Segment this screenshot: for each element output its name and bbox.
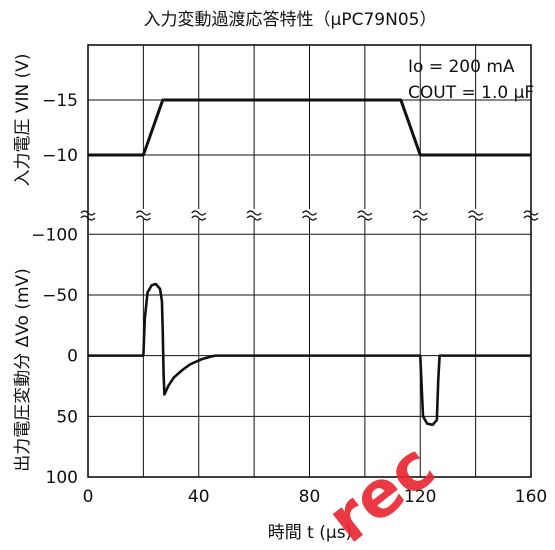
output-voltage-axis-label: 出力電圧変動分 ΔVo (mV) bbox=[13, 268, 33, 472]
output-y-tick-label: 0 bbox=[67, 347, 78, 367]
x-tick-label: 40 bbox=[188, 487, 210, 507]
break-mark bbox=[246, 210, 262, 216]
x-tick-label: 80 bbox=[299, 487, 321, 507]
break-mark bbox=[191, 215, 207, 221]
break-mark bbox=[468, 215, 484, 221]
break-mark bbox=[135, 210, 151, 216]
x-tick-label: 160 bbox=[515, 487, 547, 507]
condition-current: Io = 200 mA bbox=[408, 57, 515, 77]
break-gap bbox=[191, 209, 206, 219]
break-gap bbox=[357, 209, 372, 219]
x-tick-label: 0 bbox=[83, 487, 94, 507]
chart-title: 入力変動過渡応答特性（μPC79N05） bbox=[144, 10, 437, 30]
output-y-tick-label: 50 bbox=[56, 407, 78, 427]
break-mark bbox=[302, 215, 317, 221]
axis-break-marks bbox=[80, 209, 539, 221]
input-y-tick-label: −10 bbox=[42, 146, 78, 166]
break-mark bbox=[412, 210, 428, 216]
break-mark bbox=[357, 215, 373, 221]
grid bbox=[88, 45, 531, 477]
break-gap bbox=[468, 209, 483, 219]
break-gap bbox=[247, 209, 262, 219]
input-voltage-series-line bbox=[88, 98, 531, 157]
break-mark bbox=[468, 210, 484, 216]
input-y-tick-label: −15 bbox=[42, 91, 78, 111]
plot-frame bbox=[87, 44, 532, 478]
break-mark bbox=[191, 210, 207, 216]
break-gap bbox=[136, 209, 151, 219]
break-gap bbox=[413, 209, 428, 219]
series-lines bbox=[88, 98, 531, 427]
output-y-tick-label: −50 bbox=[42, 286, 78, 306]
break-mark bbox=[412, 215, 428, 221]
input-voltage-axis-label: 入力電圧 VIN (V) bbox=[13, 53, 33, 186]
output-y-tick-label: −100 bbox=[31, 225, 78, 245]
break-mark bbox=[302, 210, 317, 216]
x-tick-label: 120 bbox=[404, 487, 436, 507]
output-voltage-series-line bbox=[88, 282, 531, 427]
x-axis-label: 時間 t (μs) bbox=[268, 523, 352, 543]
break-mark bbox=[246, 215, 262, 221]
break-mark bbox=[357, 210, 373, 216]
condition-capacitor: COUT = 1.0 μF bbox=[408, 83, 534, 103]
break-gap bbox=[302, 209, 317, 219]
output-y-tick-label: 100 bbox=[46, 468, 78, 488]
break-mark bbox=[135, 215, 151, 221]
